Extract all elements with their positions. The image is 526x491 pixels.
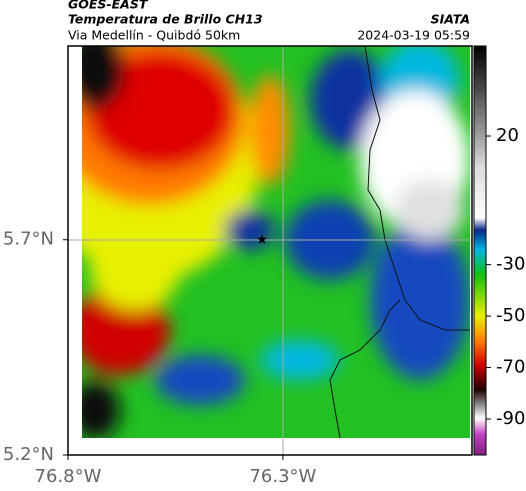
y-tick-label: 5.2°N (3, 444, 54, 465)
coastline (329, 45, 470, 439)
colorbar-tick-label: -70 (496, 357, 525, 378)
colorbar (473, 45, 487, 456)
map-frame (67, 45, 473, 456)
title: Temperatura de Brillo CH13 (68, 12, 263, 27)
subtitle: Via Medellín - Quibdó 50km (68, 28, 240, 43)
source: GOES-EAST (68, 0, 149, 12)
timestamp: 2024-03-19 05:59 (357, 28, 470, 43)
colorbar-tick-label: -90 (496, 408, 525, 429)
colorbar-tick-label: 20 (496, 125, 519, 146)
agency: SIATA (431, 12, 470, 27)
x-tick-label: 76.8°W (35, 466, 102, 487)
satellite-image (82, 46, 470, 438)
y-tick-label: 5.7°N (3, 229, 54, 250)
colorbar-tick-label: -30 (496, 254, 525, 275)
x-tick-label: 76.3°W (249, 466, 316, 487)
colorbar-tick-label: -50 (496, 305, 525, 326)
station-marker: ★ (256, 232, 269, 248)
